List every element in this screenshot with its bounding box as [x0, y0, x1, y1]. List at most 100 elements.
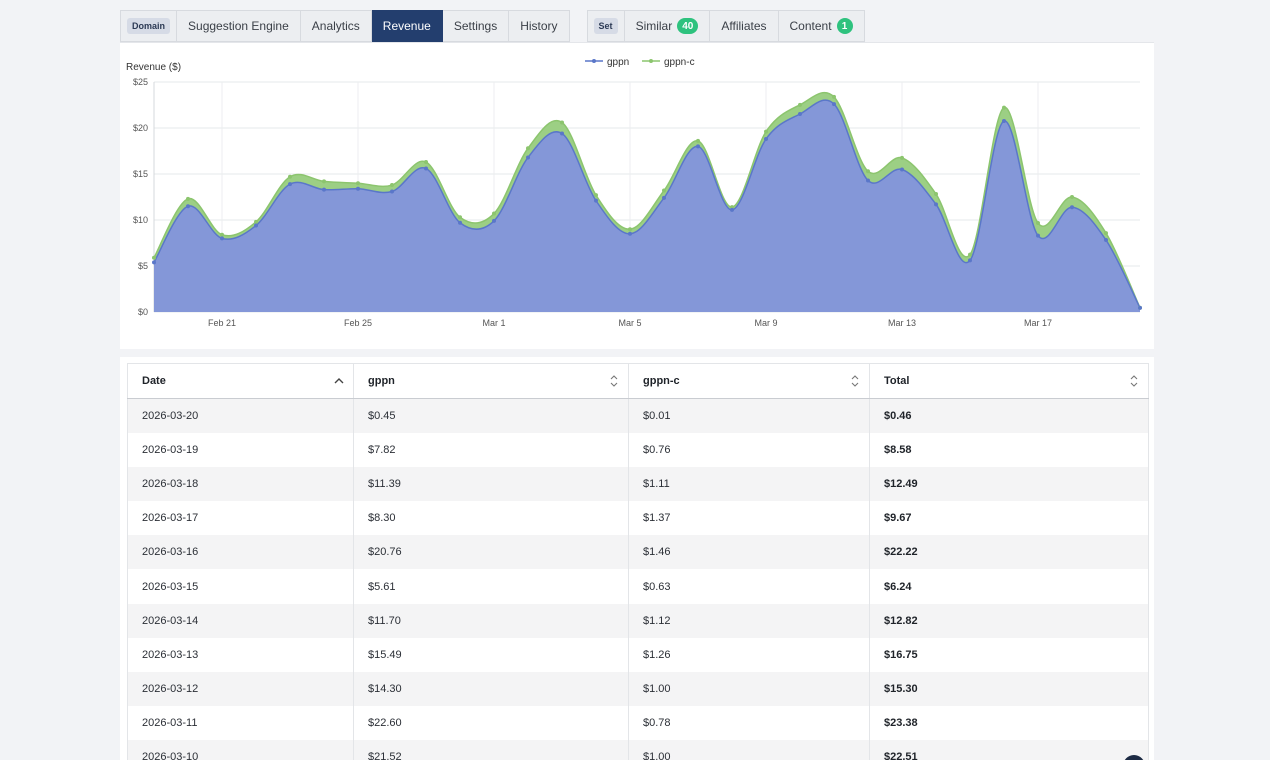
- data-point-gppn: [526, 155, 530, 160]
- column-header-gppn[interactable]: gppn: [353, 363, 629, 399]
- gppn-cell: $5.61: [353, 569, 629, 604]
- date-cell: 2026-03-10: [127, 740, 354, 760]
- tab-content[interactable]: Content 1: [778, 10, 865, 42]
- gppn-cell: $8.30: [353, 501, 629, 536]
- data-point-gppn: [1070, 205, 1074, 210]
- data-point-gppn-c: [424, 160, 428, 165]
- data-point-gppn-c: [798, 102, 802, 107]
- data-point-gppn: [730, 207, 734, 212]
- series-line-gppn-c: [153, 91, 1141, 309]
- gppn-cell: $14.30: [353, 672, 629, 707]
- date-cell: 2026-03-11: [127, 706, 354, 741]
- legend-label-gppn: gppn: [607, 57, 629, 68]
- tab-history[interactable]: History: [509, 10, 570, 42]
- similar-count-badge: 40: [677, 18, 699, 34]
- data-point-gppn: [424, 166, 428, 171]
- tab-settings[interactable]: Settings: [442, 10, 510, 42]
- table-row: 2026-03-19 $7.82 $0.76 $8.58: [127, 432, 1149, 467]
- sort-unsorted-icon[interactable]: [850, 374, 860, 388]
- data-point-gppn-c: [696, 138, 700, 143]
- tab-similar[interactable]: Similar 40: [624, 10, 711, 42]
- y-tick-label: $20: [133, 123, 148, 133]
- table-row: 2026-03-11 $22.60 $0.78 $23.38: [127, 706, 1149, 741]
- tab-analytics[interactable]: Analytics: [300, 10, 372, 42]
- data-point-gppn-c: [866, 169, 870, 174]
- column-header-gppn-c[interactable]: gppn-c: [628, 363, 870, 399]
- set-tag-label: Set: [593, 18, 618, 34]
- chat-bubble-icon[interactable]: [1123, 755, 1145, 760]
- data-point-gppn-c: [322, 179, 326, 184]
- x-tick-label: Mar 1: [482, 318, 505, 328]
- data-point-gppn-c: [764, 129, 768, 134]
- table-row: 2026-03-18 $11.39 $1.11 $12.49: [127, 466, 1149, 502]
- data-point-gppn: [560, 131, 564, 136]
- set-group-tag: Set: [586, 10, 625, 42]
- revenue-table: Date gppn gppn-c Total 2026-03-20 $0.45 $0…: [127, 363, 1149, 760]
- table-body: 2026-03-20 $0.45 $0.01 $0.46 2026-03-19 $7.82…: [127, 398, 1149, 760]
- total-cell: $22.51: [869, 740, 1149, 760]
- data-point-gppn: [356, 186, 360, 191]
- gppn-cell: $11.70: [353, 603, 629, 638]
- x-tick-label: Mar 17: [1024, 318, 1052, 328]
- data-point-gppn: [458, 220, 462, 225]
- tab-affiliates[interactable]: Affiliates: [710, 10, 779, 42]
- data-point-gppn: [594, 198, 598, 203]
- tab-suggestion-engine[interactable]: Suggestion Engine: [177, 10, 301, 42]
- x-tick-label: Mar 13: [888, 318, 916, 328]
- table-row: 2026-03-16 $20.76 $1.46 $22.22: [127, 535, 1149, 570]
- column-header-date[interactable]: Date: [127, 363, 354, 399]
- table-row: 2026-03-13 $15.49 $1.26 $16.75: [127, 637, 1149, 672]
- y-tick-label: $10: [133, 215, 148, 225]
- data-point-gppn: [254, 223, 258, 228]
- column-header-total[interactable]: Total: [869, 363, 1149, 399]
- gppn-cell: $22.60: [353, 706, 629, 741]
- revenue-chart: $0 $5 $10 $15 $20 $25 Feb 21 Feb 25 Mar 1 Mar 5 Ma…: [126, 57, 1142, 328]
- x-tick-label: Mar 9: [754, 318, 777, 328]
- domain-group-tag: Domain: [120, 10, 178, 42]
- sort-unsorted-icon[interactable]: [1129, 374, 1139, 388]
- date-cell: 2026-03-13: [127, 637, 354, 672]
- total-cell: $12.49: [869, 466, 1149, 502]
- data-point-gppn-c: [1002, 105, 1006, 110]
- total-cell: $16.75: [869, 637, 1149, 672]
- y-tick-label: $15: [133, 169, 148, 179]
- data-point-gppn: [152, 260, 156, 265]
- data-point-gppn-c: [288, 174, 292, 179]
- gppn-c-cell: $1.00: [628, 740, 870, 760]
- data-point-gppn-c: [1036, 221, 1040, 226]
- gppn-cell: $15.49: [353, 637, 629, 672]
- domain-tag-label: Domain: [127, 18, 171, 34]
- table-row: 2026-03-15 $5.61 $0.63 $6.24: [127, 569, 1149, 604]
- sort-unsorted-icon[interactable]: [609, 374, 619, 388]
- gppn-c-cell: $1.46: [628, 535, 870, 570]
- tab-label: Settings: [453, 19, 498, 33]
- y-tick-label: $25: [133, 77, 148, 87]
- table-row: 2026-03-17 $8.30 $1.37 $9.67: [127, 501, 1149, 536]
- data-point-gppn: [628, 231, 632, 236]
- date-cell: 2026-03-17: [127, 501, 354, 536]
- data-point-gppn-c: [832, 94, 836, 99]
- column-header-label: gppn-c: [643, 375, 680, 387]
- data-point-gppn: [798, 112, 802, 117]
- gppn-c-cell: $0.01: [628, 398, 870, 433]
- set-tab-group: Set Similar 40 Affiliates Content 1: [586, 10, 865, 42]
- tab-label: History: [520, 19, 558, 33]
- data-point-gppn-c: [186, 196, 190, 201]
- data-point-gppn: [866, 178, 870, 183]
- domain-tab-group: Domain Suggestion Engine Analytics Reven…: [120, 10, 570, 42]
- gppn-cell: $7.82: [353, 432, 629, 467]
- tab-revenue[interactable]: Revenue: [371, 10, 443, 42]
- table-header-row: Date gppn gppn-c Total: [127, 363, 1149, 399]
- date-cell: 2026-03-16: [127, 535, 354, 570]
- data-point-gppn-c: [594, 193, 598, 198]
- sort-ascending-icon[interactable]: [334, 377, 344, 385]
- gppn-cell: $20.76: [353, 535, 629, 570]
- x-tick-label: Feb 21: [208, 318, 236, 328]
- date-cell: 2026-03-18: [127, 466, 354, 502]
- total-cell: $8.58: [869, 432, 1149, 467]
- gppn-c-cell: $1.26: [628, 637, 870, 672]
- data-point-gppn: [968, 258, 972, 263]
- data-point-gppn-c: [662, 188, 666, 193]
- gppn-c-cell: $0.63: [628, 569, 870, 604]
- data-point-gppn-c: [1104, 231, 1108, 236]
